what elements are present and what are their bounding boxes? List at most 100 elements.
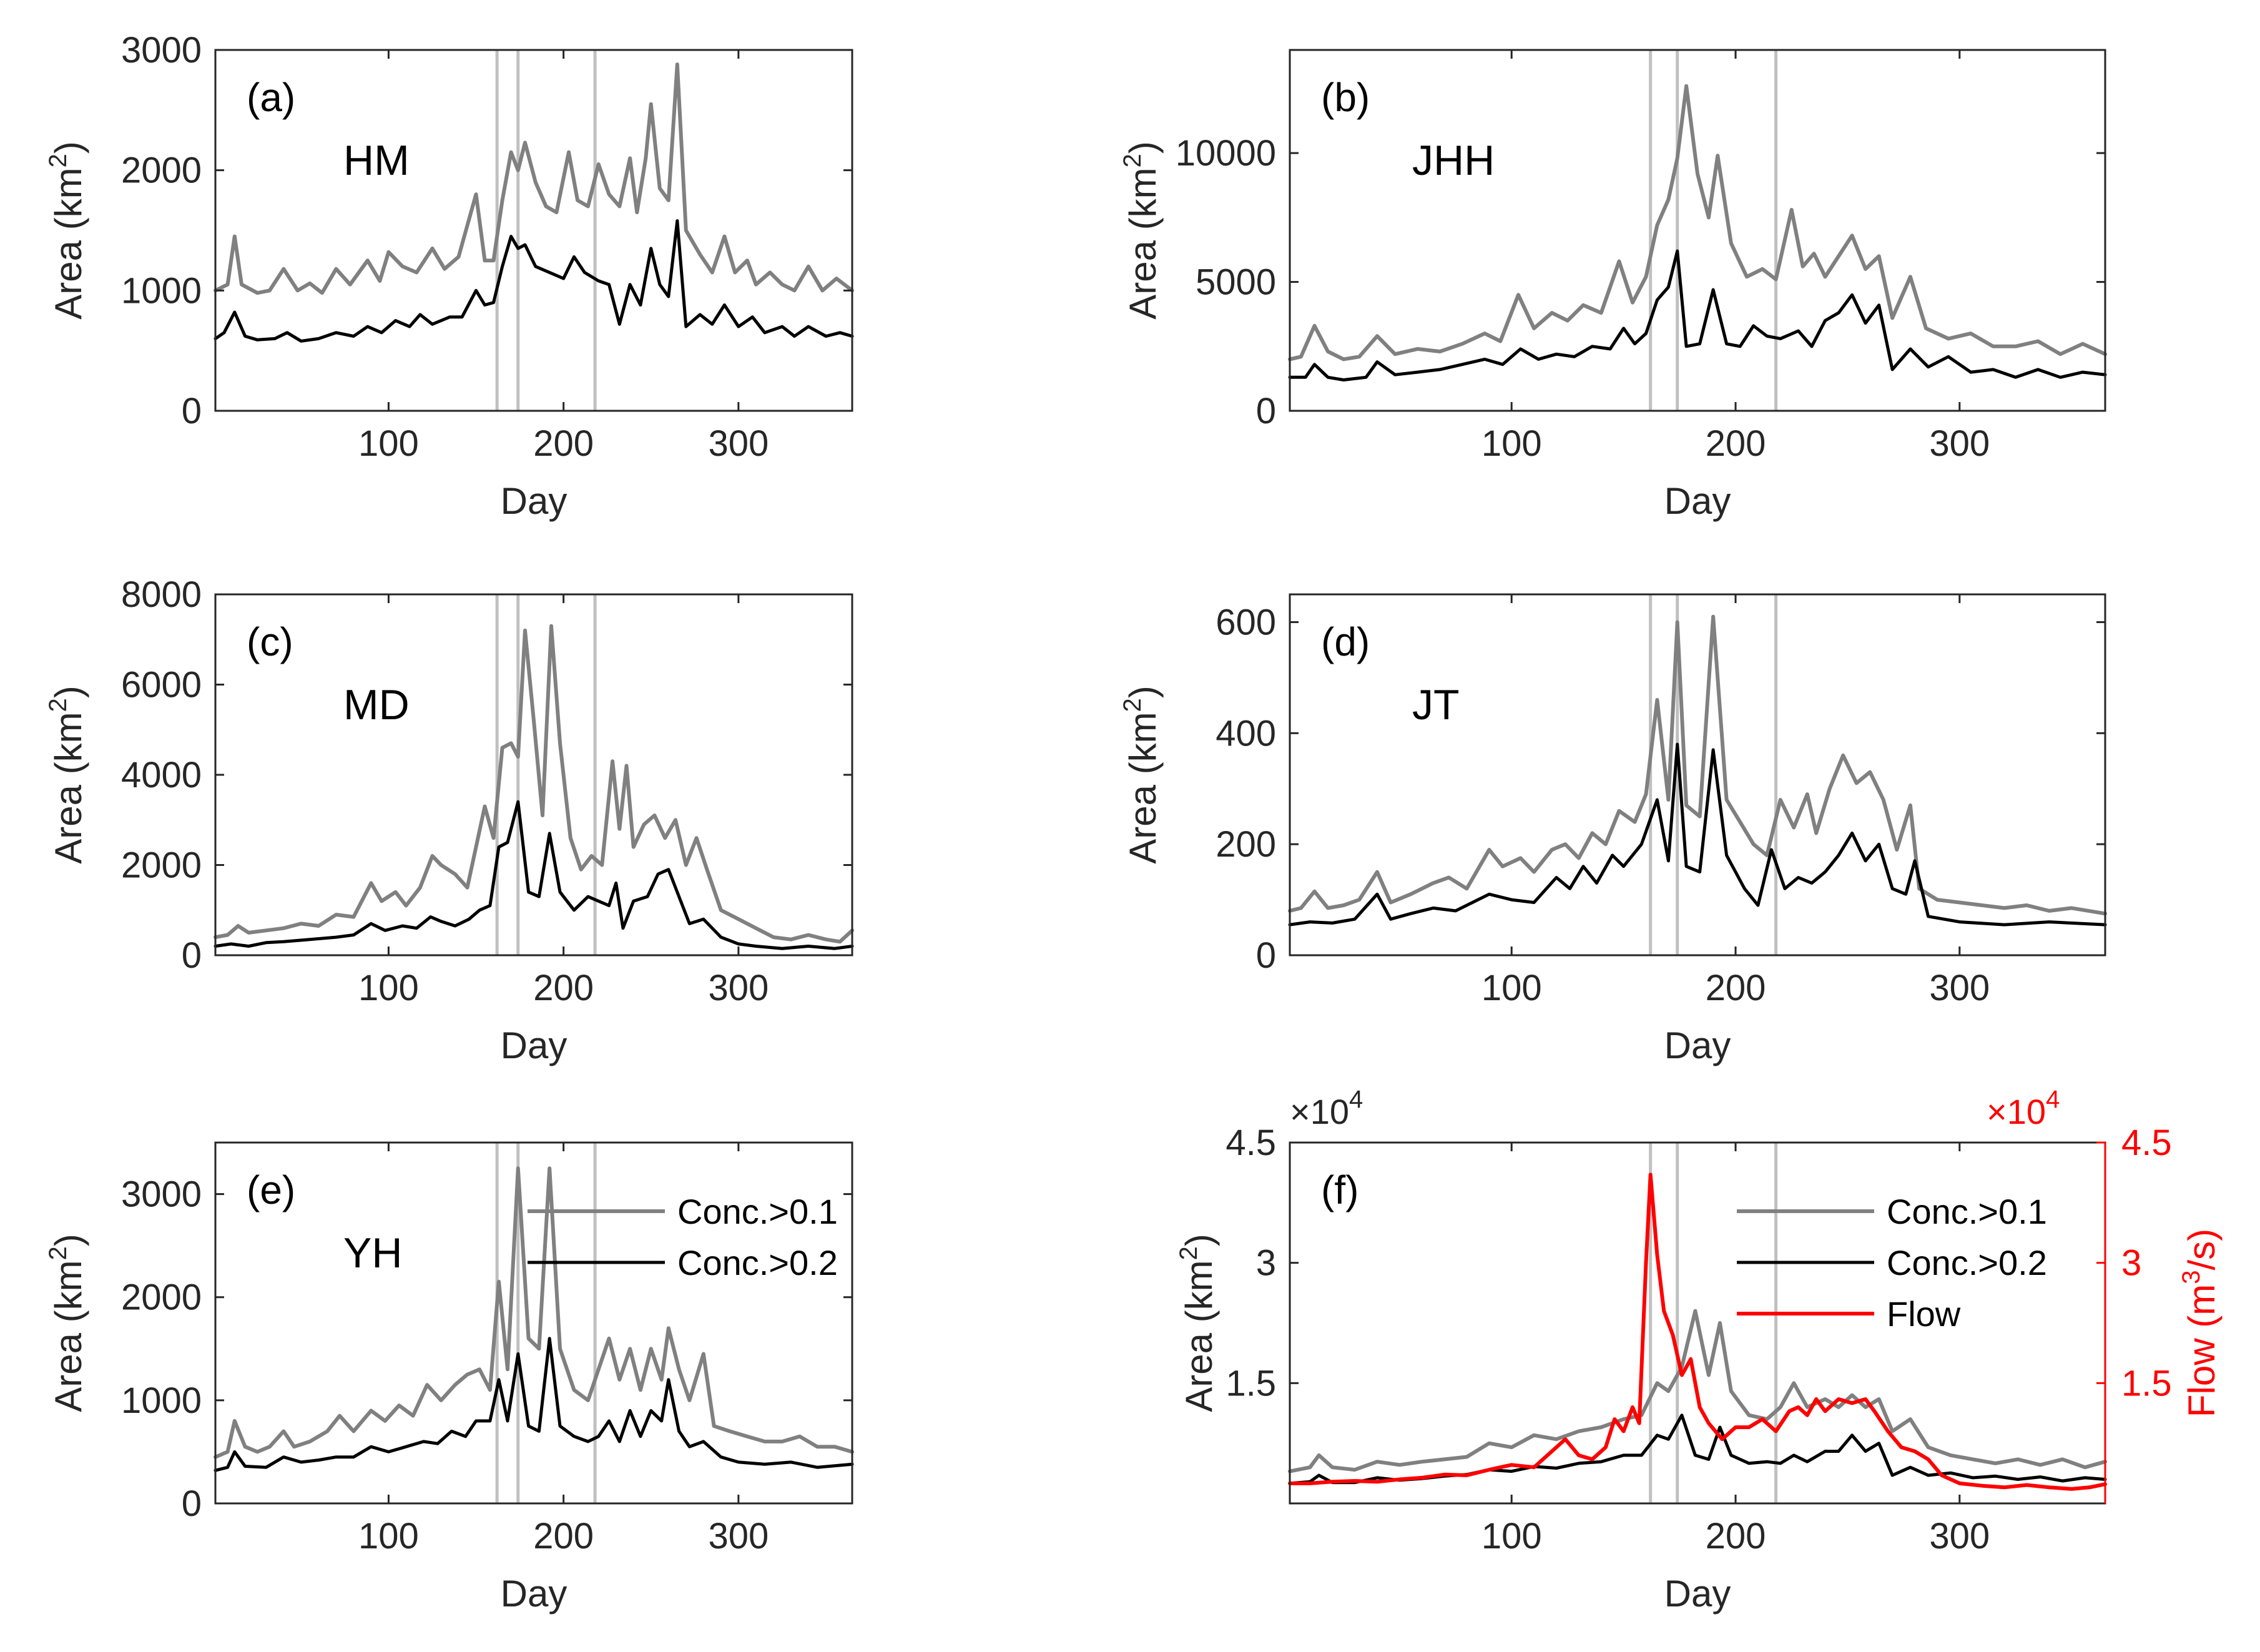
y-tick-label-a-1: 1000 [121,270,202,311]
y-tick-label-d-2: 400 [1216,713,1276,754]
y-tick-label-b-2: 10000 [1176,133,1276,174]
station-name-c: MD [343,681,410,729]
y2-tick-label-2: 4.5 [2121,1123,2172,1163]
legend-label-e-0: Conc.>0.1 [677,1192,838,1231]
legend-label-f-1: Conc.>0.2 [1887,1243,2047,1282]
panel-label-f: (f) [1321,1168,1358,1212]
legend-label-f-0: Conc.>0.1 [1887,1192,2047,1231]
axes-box-b [1289,49,2106,412]
y-tick-label-b-1: 5000 [1196,262,1276,303]
series-line-c-conc-0-1 [214,624,854,944]
series-line-f-conc-0-2 [1288,1414,2107,1485]
x-tick-label-d-100: 100 [1481,968,1542,1008]
x-tick-label-e-100: 100 [358,1516,419,1556]
station-name-b: JHH [1412,137,1495,184]
x-axis-label-d: Day [1664,1025,1731,1066]
x-tick-label-f-300: 300 [1929,1516,1990,1556]
y-tick-label-f-1: 3 [1256,1243,1276,1284]
panel-d: 100 200 300 0 200 400 600 Area (km2) Day (d) JT [1119,593,2107,1066]
y-tick-label-d-0: 0 [1256,935,1276,976]
series-line-a-conc-0-1 [214,62,854,295]
series-line-d-conc-0-2 [1288,742,2107,927]
series-line-b-conc-0-1 [1288,84,2107,361]
y2-tick-label-1: 3 [2121,1243,2141,1284]
series-line-c-conc-0-2 [214,800,854,950]
legend-label-f-2: Flow [1887,1294,1961,1334]
x-tick-label-d-200: 200 [1706,968,1766,1008]
station-name-e: YH [343,1229,402,1277]
y-tick-label-c-1: 2000 [121,845,202,886]
y-axis-label-e: Area (km2) [44,1234,89,1412]
x-tick-label-d-300: 300 [1929,968,1990,1008]
x-axis-label-c: Day [501,1025,567,1066]
y-multiplier-label: ×104 [1290,1086,1363,1131]
legend-label-e-1: Conc.>0.2 [677,1243,838,1282]
y-tick-label-c-2: 4000 [121,755,202,795]
panel-label-c: (c) [247,619,293,664]
y2-tick-label-0: 1.5 [2121,1363,2172,1404]
x-tick-label-c-200: 200 [533,968,594,1008]
y-tick-label-c-3: 6000 [121,665,202,706]
y2-axis-label: Flow (m3/s) [2178,1229,2223,1417]
x-axis-label-b: Day [1664,480,1731,522]
y-tick-label-c-0: 0 [182,935,202,976]
series-line-d-conc-0-1 [1288,614,2107,916]
y-tick-label-e-0: 0 [182,1483,202,1524]
x-tick-label-f-200: 200 [1706,1516,1766,1556]
y-tick-label-e-3: 3000 [121,1174,202,1215]
axes-box-a [214,49,853,412]
x-tick-label-f-100: 100 [1481,1516,1542,1556]
x-tick-label-e-200: 200 [533,1516,594,1556]
x-tick-label-a-200: 200 [533,423,594,464]
series-line-b-conc-0-2 [1288,249,2107,381]
x-tick-label-a-300: 300 [708,423,769,464]
series-line-e-conc-0-2 [214,1337,854,1472]
y-tick-label-c-4: 8000 [121,574,202,615]
series-line-f-conc-0-1 [1288,1309,2107,1473]
y-axis-label-b: Area (km2) [1119,141,1164,320]
y-tick-label-d-1: 200 [1216,824,1276,865]
y-tick-label-d-3: 600 [1216,602,1276,642]
station-name-a: HM [343,137,410,184]
x-tick-label-b-300: 300 [1929,423,1990,464]
y-tick-label-a-3: 3000 [121,30,202,71]
panel-f: 100 200 300 1.5 3 4.5 Area (km2) Day (f) ×104 1.5 3… [1175,1086,2223,1615]
y-tick-label-f-0: 1.5 [1226,1363,1276,1404]
y-tick-label-e-2: 2000 [121,1277,202,1318]
axes-box-e [214,1141,853,1505]
panel-c: 100 200 300 0 2000 4000 6000 8000 Area (km2) Day (… [44,574,854,1066]
axes-box-c [214,593,853,956]
series-line-a-conc-0-2 [214,219,854,343]
y-axis-label-d: Area (km2) [1119,686,1164,864]
panel-label-b: (b) [1321,75,1370,120]
panel-label-d: (d) [1321,619,1370,664]
station-name-d: JT [1412,681,1460,729]
x-tick-label-b-200: 200 [1706,423,1766,464]
series-line-f-flow [1288,1173,2107,1491]
panel-label-e: (e) [247,1168,295,1212]
panel-label-a: (a) [247,75,295,120]
x-axis-label-f: Day [1664,1573,1731,1615]
x-tick-label-a-100: 100 [358,423,419,464]
y-tick-label-e-1: 1000 [121,1380,202,1421]
y-axis-label-a: Area (km2) [44,141,89,320]
series-line-e-conc-0-1 [214,1166,854,1459]
y-tick-label-a-2: 2000 [121,150,202,191]
x-axis-label-a: Day [501,480,567,522]
axes-box-d [1289,593,2106,956]
y-tick-label-f-2: 4.5 [1226,1123,1276,1163]
y-axis-label-f: Area (km2) [1175,1234,1220,1412]
x-axis-label-e: Day [501,1573,567,1615]
y-axis-label-c: Area (km2) [44,686,89,864]
y-tick-label-b-0: 0 [1256,391,1276,431]
x-tick-label-c-300: 300 [708,968,769,1008]
y-tick-label-a-0: 0 [182,391,202,431]
x-tick-label-b-100: 100 [1481,423,1542,464]
panel-b: 100 200 300 0 5000 10000 Area (km2) Day (b) JHH [1119,49,2107,522]
x-tick-label-e-300: 300 [708,1516,769,1556]
x-tick-label-c-100: 100 [358,968,419,1008]
y2-multiplier-label: ×104 [1987,1086,2060,1131]
